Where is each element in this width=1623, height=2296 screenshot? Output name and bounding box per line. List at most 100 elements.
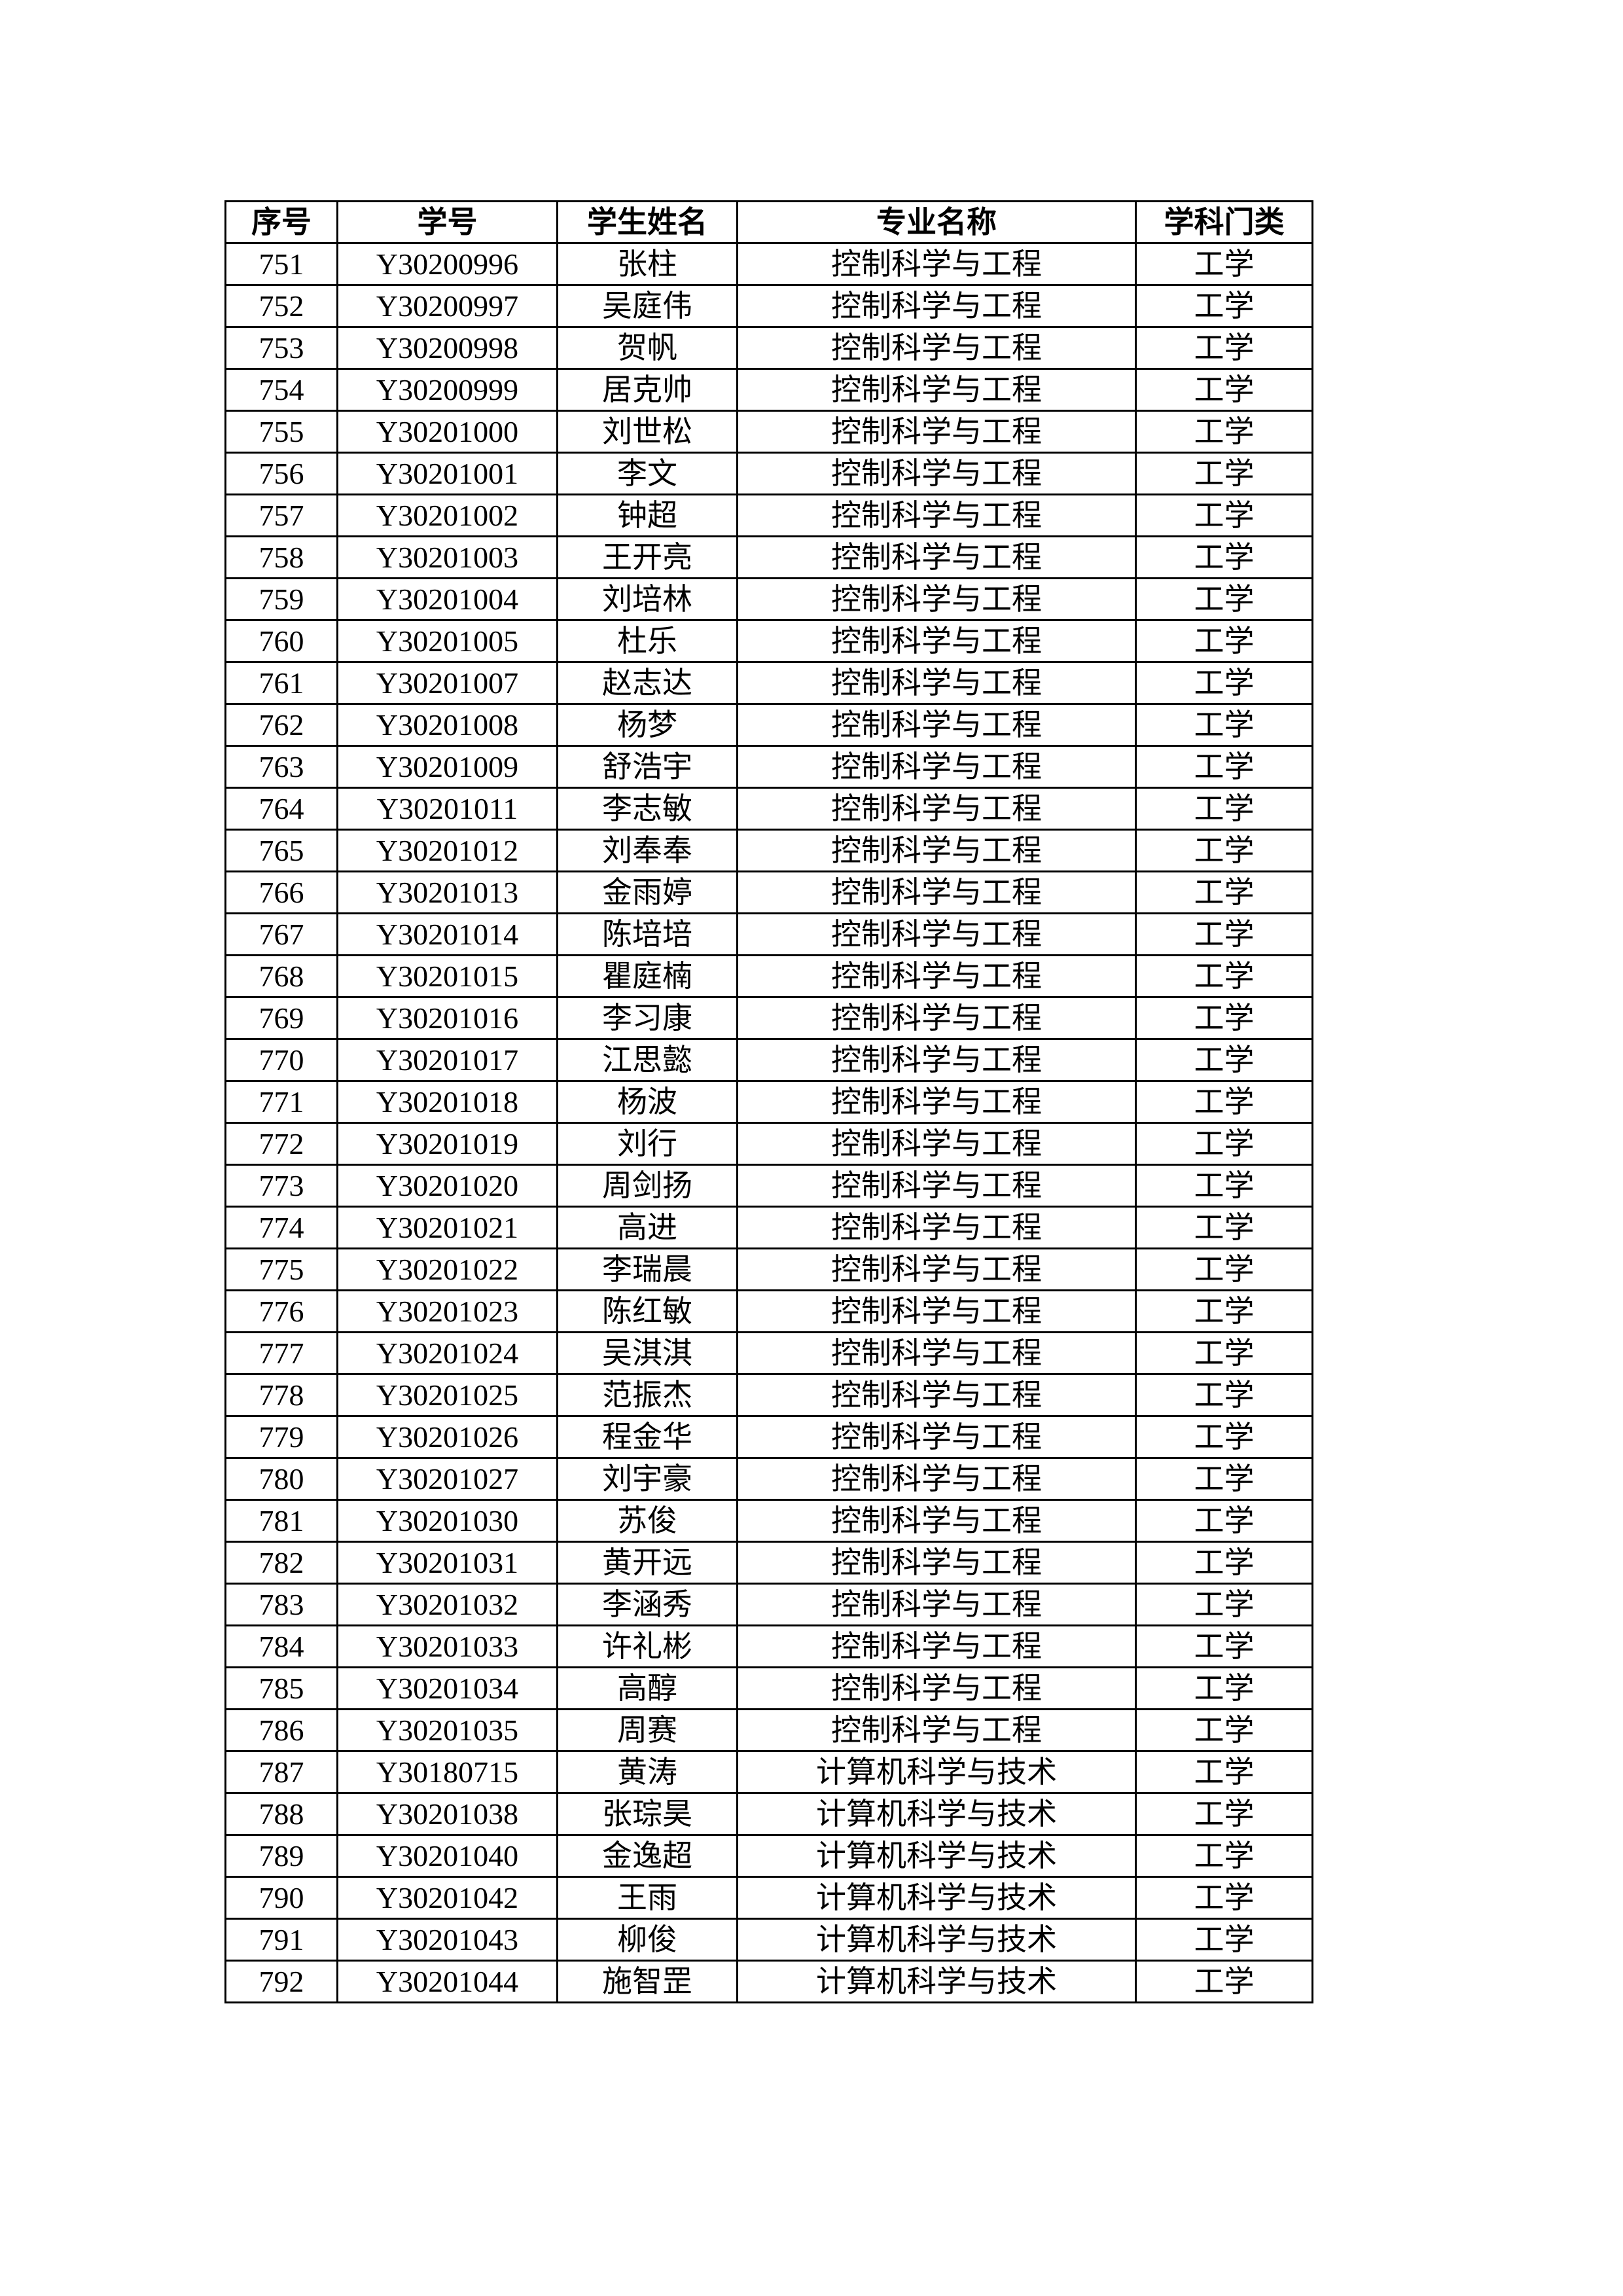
cell-student-id: Y30201002 xyxy=(336,493,558,537)
cell-student-id: Y30201027 xyxy=(336,1457,558,1501)
cell-student-id: Y30201042 xyxy=(336,1876,558,1920)
cell-index: 770 xyxy=(224,1038,338,1082)
cell-major: 控制科学与工程 xyxy=(736,870,1137,914)
cell-discipline: 工学 xyxy=(1135,1499,1313,1543)
cell-index: 782 xyxy=(224,1541,338,1585)
cell-student-id: Y30201023 xyxy=(336,1289,558,1333)
cell-discipline: 工学 xyxy=(1135,787,1313,831)
table-row: 771 Y30201018 杨波 控制科学与工程 工学 xyxy=(224,1080,1313,1124)
cell-student-id: Y30201020 xyxy=(336,1164,558,1208)
cell-student-name: 刘培林 xyxy=(556,577,738,621)
cell-index: 772 xyxy=(224,1122,338,1166)
cell-student-id: Y30201034 xyxy=(336,1666,558,1710)
cell-student-id: Y30200997 xyxy=(336,284,558,328)
table-row: 774 Y30201021 高进 控制科学与工程 工学 xyxy=(224,1206,1313,1249)
cell-index: 761 xyxy=(224,661,338,705)
cell-student-id: Y30201038 xyxy=(336,1792,558,1836)
cell-index: 771 xyxy=(224,1080,338,1124)
cell-discipline: 工学 xyxy=(1135,1624,1313,1668)
cell-discipline: 工学 xyxy=(1135,1122,1313,1166)
cell-index: 784 xyxy=(224,1624,338,1668)
header-discipline: 学科门类 xyxy=(1135,200,1313,244)
cell-major: 计算机科学与技术 xyxy=(736,1918,1137,1962)
cell-student-id: Y30201013 xyxy=(336,870,558,914)
table-row: 765 Y30201012 刘奉奉 控制科学与工程 工学 xyxy=(224,829,1313,872)
cell-student-id: Y30201044 xyxy=(336,1960,558,2003)
table-row: 775 Y30201022 李瑞晨 控制科学与工程 工学 xyxy=(224,1247,1313,1291)
cell-student-id: Y30201014 xyxy=(336,912,558,956)
cell-major: 控制科学与工程 xyxy=(736,1164,1137,1208)
cell-index: 781 xyxy=(224,1499,338,1543)
cell-student-id: Y30201019 xyxy=(336,1122,558,1166)
cell-index: 751 xyxy=(224,242,338,286)
table-row: 763 Y30201009 舒浩宇 控制科学与工程 工学 xyxy=(224,745,1313,789)
table-row: 751 Y30200996 张柱 控制科学与工程 工学 xyxy=(224,242,1313,286)
cell-index: 789 xyxy=(224,1834,338,1878)
cell-student-id: Y30201025 xyxy=(336,1373,558,1417)
cell-student-id: Y30201004 xyxy=(336,577,558,621)
cell-student-name: 高醇 xyxy=(556,1666,738,1710)
table-row: 791 Y30201043 柳俊 计算机科学与技术 工学 xyxy=(224,1918,1313,1962)
cell-student-name: 陈红敏 xyxy=(556,1289,738,1333)
cell-index: 787 xyxy=(224,1750,338,1794)
cell-discipline: 工学 xyxy=(1135,368,1313,412)
cell-major: 控制科学与工程 xyxy=(736,535,1137,579)
cell-discipline: 工学 xyxy=(1135,1038,1313,1082)
table-row: 767 Y30201014 陈培培 控制科学与工程 工学 xyxy=(224,912,1313,956)
cell-student-id: Y30201032 xyxy=(336,1583,558,1626)
cell-discipline: 工学 xyxy=(1135,1750,1313,1794)
cell-student-name: 刘宇豪 xyxy=(556,1457,738,1501)
cell-student-name: 刘奉奉 xyxy=(556,829,738,872)
cell-discipline: 工学 xyxy=(1135,1666,1313,1710)
cell-student-id: Y30201008 xyxy=(336,703,558,747)
cell-student-id: Y30201026 xyxy=(336,1415,558,1459)
table-row: 789 Y30201040 金逸超 计算机科学与技术 工学 xyxy=(224,1834,1313,1878)
cell-index: 778 xyxy=(224,1373,338,1417)
cell-discipline: 工学 xyxy=(1135,1164,1313,1208)
cell-index: 779 xyxy=(224,1415,338,1459)
cell-student-id: Y30201040 xyxy=(336,1834,558,1878)
cell-index: 758 xyxy=(224,535,338,579)
cell-major: 控制科学与工程 xyxy=(736,829,1137,872)
cell-student-name: 黄涛 xyxy=(556,1750,738,1794)
cell-student-id: Y30201000 xyxy=(336,410,558,454)
cell-discipline: 工学 xyxy=(1135,535,1313,579)
cell-major: 控制科学与工程 xyxy=(736,410,1137,454)
table-row: 778 Y30201025 范振杰 控制科学与工程 工学 xyxy=(224,1373,1313,1417)
cell-student-id: Y30200996 xyxy=(336,242,558,286)
table-row: 782 Y30201031 黄开远 控制科学与工程 工学 xyxy=(224,1541,1313,1585)
cell-index: 767 xyxy=(224,912,338,956)
table-row: 781 Y30201030 苏俊 控制科学与工程 工学 xyxy=(224,1499,1313,1543)
cell-index: 780 xyxy=(224,1457,338,1501)
cell-index: 766 xyxy=(224,870,338,914)
cell-student-name: 金雨婷 xyxy=(556,870,738,914)
cell-student-id: Y30201024 xyxy=(336,1331,558,1375)
cell-student-name: 苏俊 xyxy=(556,1499,738,1543)
cell-index: 773 xyxy=(224,1164,338,1208)
cell-discipline: 工学 xyxy=(1135,242,1313,286)
table-row: 761 Y30201007 赵志达 控制科学与工程 工学 xyxy=(224,661,1313,705)
cell-discipline: 工学 xyxy=(1135,1918,1313,1962)
table-row: 768 Y30201015 瞿庭楠 控制科学与工程 工学 xyxy=(224,954,1313,998)
cell-discipline: 工学 xyxy=(1135,661,1313,705)
cell-major: 控制科学与工程 xyxy=(736,1541,1137,1585)
cell-student-id: Y30201043 xyxy=(336,1918,558,1962)
table-row: 777 Y30201024 吴淇淇 控制科学与工程 工学 xyxy=(224,1331,1313,1375)
cell-discipline: 工学 xyxy=(1135,619,1313,663)
table-row: 760 Y30201005 杜乐 控制科学与工程 工学 xyxy=(224,619,1313,663)
cell-major: 计算机科学与技术 xyxy=(736,1876,1137,1920)
cell-student-id: Y30201012 xyxy=(336,829,558,872)
cell-index: 788 xyxy=(224,1792,338,1836)
cell-major: 控制科学与工程 xyxy=(736,452,1137,495)
cell-major: 控制科学与工程 xyxy=(736,1624,1137,1668)
cell-index: 756 xyxy=(224,452,338,495)
cell-index: 769 xyxy=(224,996,338,1040)
cell-student-name: 陈培培 xyxy=(556,912,738,956)
cell-student-id: Y30201003 xyxy=(336,535,558,579)
cell-index: 759 xyxy=(224,577,338,621)
cell-major: 控制科学与工程 xyxy=(736,745,1137,789)
table-row: 764 Y30201011 李志敏 控制科学与工程 工学 xyxy=(224,787,1313,831)
cell-major: 控制科学与工程 xyxy=(736,787,1137,831)
cell-student-name: 程金华 xyxy=(556,1415,738,1459)
cell-index: 774 xyxy=(224,1206,338,1249)
